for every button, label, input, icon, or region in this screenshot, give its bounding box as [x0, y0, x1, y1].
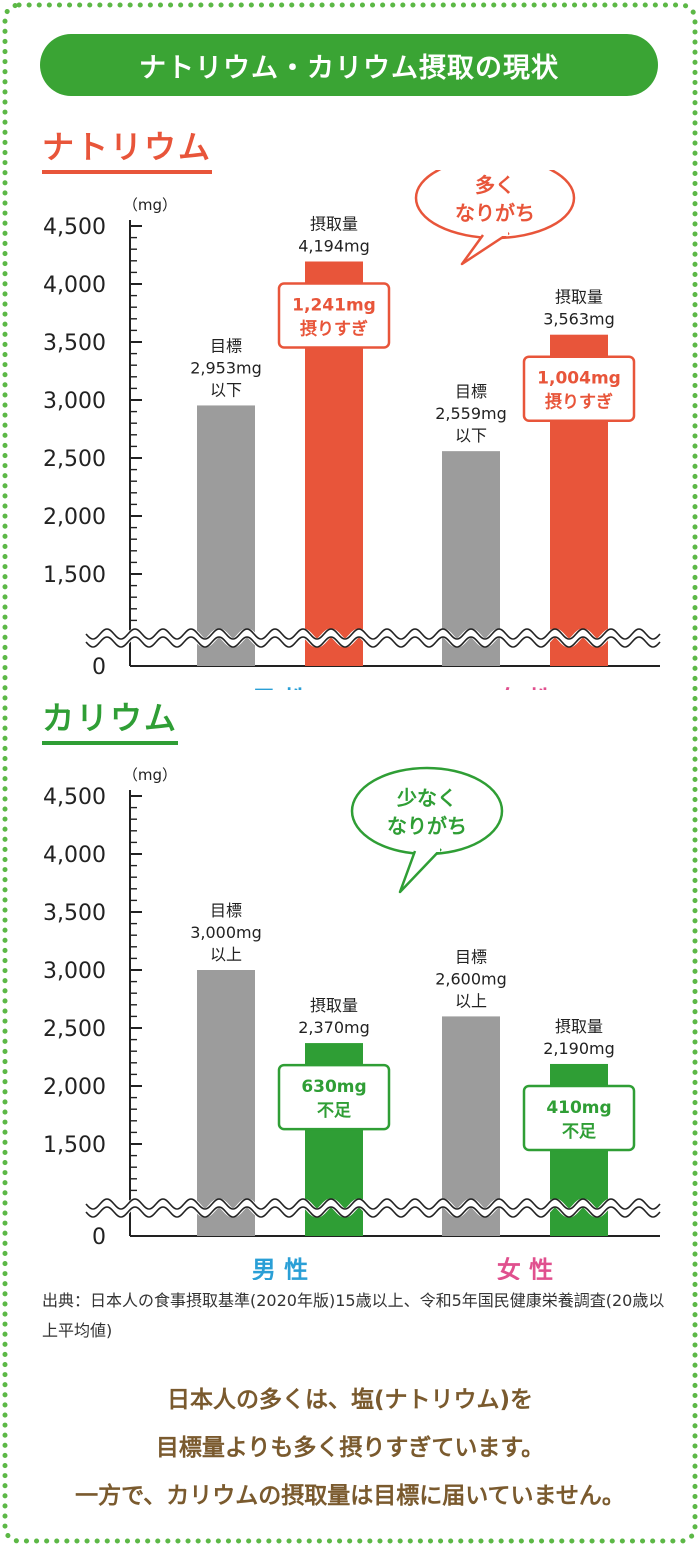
- diff-label: 不足: [562, 1122, 596, 1142]
- bar-value-label: 2,953mg: [190, 358, 262, 377]
- bar-value-label: 摂取量: [310, 996, 358, 1015]
- axis-break-line-top: [85, 1198, 661, 1210]
- y-unit-label: （mg）: [123, 766, 177, 784]
- category-label: 女 性: [497, 686, 553, 690]
- y-tick-label: 4,500: [43, 785, 106, 810]
- footer-line-2: 目標量よりも多く摂りすぎています。: [155, 1435, 545, 1461]
- category-label: 女 性: [497, 1256, 553, 1280]
- y-tick-label: 2,500: [43, 1017, 106, 1042]
- y-tick-label: 4,500: [43, 215, 106, 240]
- bar-value-label: 摂取量: [555, 288, 603, 307]
- axis-break-mask: [82, 628, 664, 648]
- y-unit-label: （mg）: [123, 196, 177, 214]
- bar-value-label: 3,563mg: [543, 310, 615, 329]
- potassium-chart: （mg） 4,500 4,000 3,500 3,000 2,500 2,000 1,500 0…: [43, 766, 664, 1280]
- diff-box: [277, 282, 391, 349]
- sodium-section-title: ナトリウム: [42, 122, 213, 174]
- diff-label: 630mg: [301, 1077, 366, 1097]
- diff-label: 摂りすぎ: [300, 318, 368, 339]
- y-tick-label: 3,500: [43, 901, 106, 926]
- bar-value-label: 摂取量: [310, 214, 358, 233]
- speech-bubble-text: なりがち: [387, 814, 467, 838]
- sodium-chart: （mg） 4,500 4,000 3,500 3,000 2,500 2,000 1,500 0…: [43, 170, 664, 690]
- y-tick-label: 2,000: [43, 505, 106, 530]
- y-tick-label: 1,500: [43, 563, 106, 588]
- diff-label: 410mg: [546, 1098, 611, 1118]
- diff-label: 1,241mg: [292, 295, 376, 315]
- diff-label: 不足: [317, 1101, 351, 1121]
- bar-value-label: 2,370mg: [298, 1018, 370, 1037]
- y-tick-label-zero: 0: [92, 1225, 106, 1250]
- y-tick-label: 3,000: [43, 959, 106, 984]
- footer-message: 日本人の多くは、塩(ナトリウム)を 目標量よりも多く摂りすぎています。 一方で、…: [0, 1376, 700, 1520]
- y-tick-label: 4,000: [43, 273, 106, 298]
- y-tick-label: 1,500: [43, 1133, 106, 1158]
- bar-value-label: 以下: [210, 380, 242, 399]
- potassium-section-title: カリウム: [42, 693, 179, 745]
- y-tick-label-zero: 0: [92, 655, 106, 680]
- bar-value-label: 3,000mg: [190, 923, 262, 942]
- speech-bubble-tail-mask: [485, 230, 508, 236]
- y-tick-label: 2,500: [43, 447, 106, 472]
- bar-value-label: 目標: [210, 901, 242, 920]
- bar-value-label: 2,600mg: [435, 969, 507, 988]
- axis-break-mask: [82, 1198, 664, 1218]
- diff-box: [277, 1063, 391, 1131]
- y-tick-label: 3,000: [43, 389, 106, 414]
- speech-bubble: [350, 766, 504, 856]
- bar-value-label: 目標: [455, 947, 487, 966]
- diff-box: [522, 355, 636, 422]
- footer-line-3: 一方で、カリウムの摂取量は目標に届いていません。: [75, 1483, 625, 1509]
- bar-value-label: 以下: [455, 426, 487, 445]
- header-title: ナトリウム・カリウム摂取の現状: [40, 34, 658, 96]
- bar-value-label: 目標: [455, 382, 487, 401]
- bar-value-label: 以上: [210, 945, 242, 964]
- target-bar: [197, 405, 255, 666]
- axis-break-line-bottom: [85, 636, 661, 648]
- bar-value-label: 2,190mg: [543, 1039, 615, 1058]
- category-label: 男 性: [252, 1256, 308, 1280]
- diff-box: [522, 1084, 636, 1152]
- speech-bubble-text: 少なく: [396, 786, 457, 810]
- speech-bubble-tail-mask: [417, 846, 440, 852]
- y-tick-label: 3,500: [43, 331, 106, 356]
- axis-break-line-top: [85, 628, 661, 640]
- diff-label: 1,004mg: [537, 369, 621, 389]
- source-note: 出典：日本人の食事摂取基準(2020年版)15歳以上、令和5年国民健康栄養調査(…: [42, 1291, 665, 1340]
- target-bar: [197, 970, 255, 1236]
- bar-value-label: 2,559mg: [435, 404, 507, 423]
- bar-value-label: 以上: [455, 991, 487, 1010]
- speech-bubble-tail: [398, 848, 442, 894]
- axis-break-line-bottom: [85, 1206, 661, 1218]
- speech-bubble-text: 多く: [475, 173, 515, 197]
- y-tick-label: 2,000: [43, 1075, 106, 1100]
- category-label: 男 性: [252, 686, 308, 690]
- footer-line-1: 日本人の多くは、塩(ナトリウム)を: [166, 1387, 534, 1413]
- bar-value-label: 摂取量: [555, 1017, 603, 1036]
- speech-bubble-tail: [460, 231, 510, 266]
- bar-value-label: 4,194mg: [298, 236, 370, 255]
- y-tick-label: 4,000: [43, 843, 106, 868]
- diff-label: 摂りすぎ: [545, 392, 613, 413]
- speech-bubble-text: なりがち: [455, 201, 535, 225]
- bar-value-label: 目標: [210, 336, 242, 355]
